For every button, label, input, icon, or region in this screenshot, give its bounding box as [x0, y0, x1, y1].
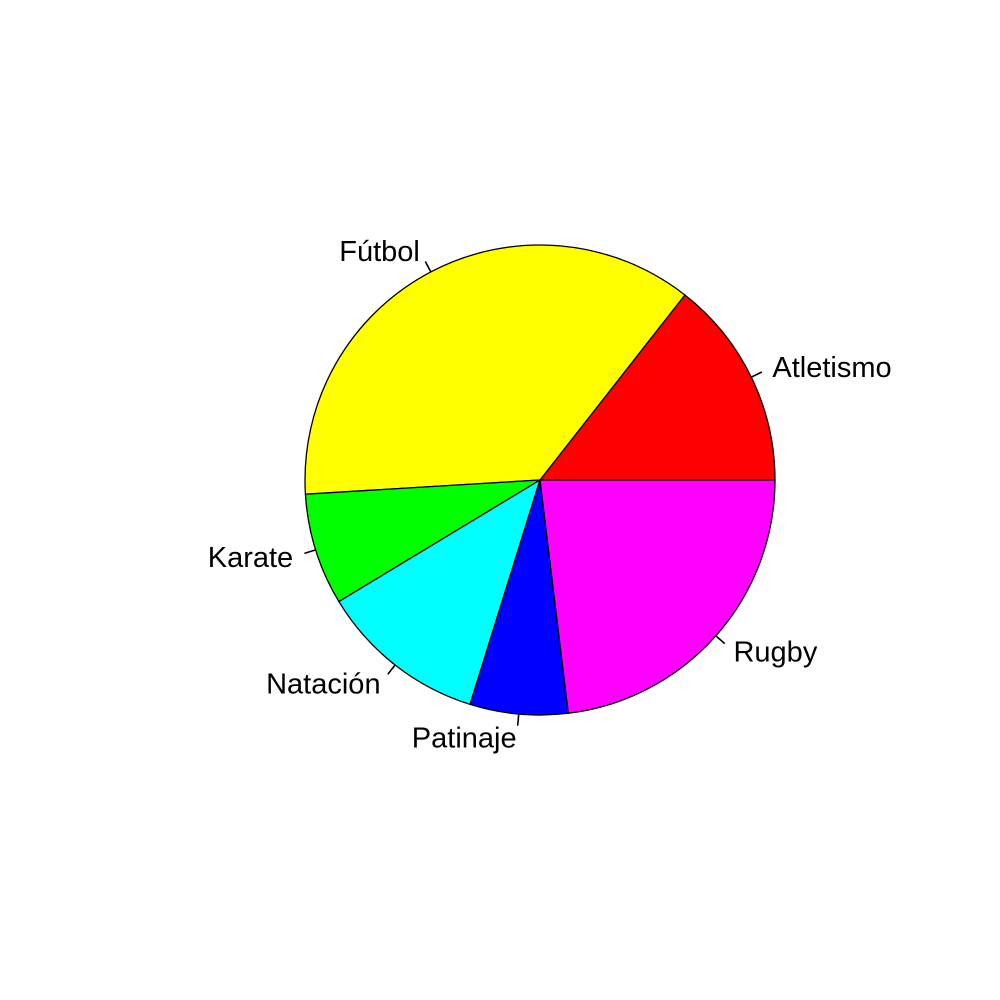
label-tick-atletismo — [750, 371, 763, 378]
pie-slice-futbol — [304, 244, 686, 495]
pie-label-karate: Karate — [208, 542, 293, 574]
pie-label-futbol: Fútbol — [339, 236, 420, 268]
label-tick-patinaje — [516, 713, 520, 726]
label-tick-futbol — [424, 261, 432, 273]
pie-label-natacion: Natación — [266, 668, 380, 700]
pie-slice-natacion — [337, 478, 542, 706]
pie-slice-rugby — [539, 479, 776, 715]
pie-slice-atletismo — [538, 294, 776, 481]
pie-slices — [304, 244, 776, 716]
label-tick-natacion — [387, 664, 396, 675]
pie-label-patinaje: Patinaje — [412, 722, 517, 754]
pie-slice-karate — [304, 479, 541, 603]
label-tick-rugby — [715, 635, 726, 645]
pie-label-atletismo: Atletismo — [772, 352, 891, 384]
pie-labels: Atletismo Fútbol Karate Natación Patinaje Rug… — [208, 236, 892, 754]
label-tick-karate — [304, 549, 316, 555]
pie-label-rugby: Rugby — [733, 636, 817, 668]
